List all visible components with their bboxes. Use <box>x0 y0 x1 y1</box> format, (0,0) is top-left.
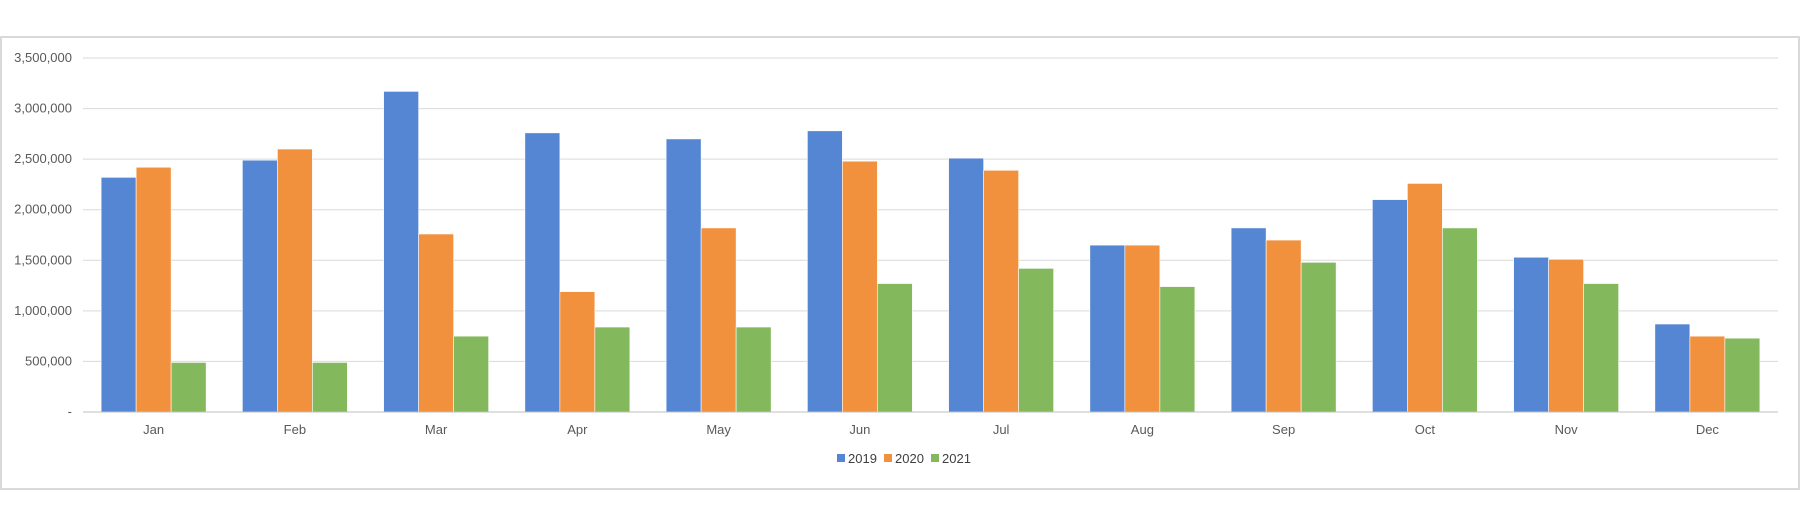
legend-swatch-2021 <box>931 454 939 462</box>
bar-2020-mar <box>418 233 454 413</box>
bar-2020-jan <box>135 166 172 413</box>
y-tick-label: 2,500,000 <box>14 151 72 166</box>
bar-2019-nov <box>1513 256 1549 413</box>
gridlines <box>83 57 1778 362</box>
legend-label-2020: 2020 <box>895 451 924 466</box>
x-tick-label: Feb <box>284 422 306 437</box>
bar-2020-oct <box>1407 183 1443 413</box>
y-tick-label: 500,000 <box>25 353 72 368</box>
legend-label-2021: 2021 <box>942 451 971 466</box>
bar-2019-jul <box>948 157 984 413</box>
legend-swatch-2019 <box>837 454 845 462</box>
bar-2021-nov <box>1583 283 1619 413</box>
bar-2021-feb <box>312 362 348 413</box>
bar-2019-dec <box>1654 323 1691 413</box>
bar-2019-aug <box>1089 244 1126 413</box>
y-tick-label: 3,500,000 <box>14 50 72 65</box>
bar-2021-mar <box>453 335 489 413</box>
x-axis: Jan Feb Mar Apr May Jun Jul Aug Sep Oct Nov Dec <box>83 411 1778 437</box>
x-tick-label: Nov <box>1555 422 1579 437</box>
bars <box>100 91 1761 413</box>
bar-2020-dec <box>1689 335 1726 413</box>
y-tick-label: - <box>68 404 72 419</box>
x-tick-label: Apr <box>567 422 588 437</box>
bar-2021-jul <box>1018 268 1054 413</box>
bar-2019-sep <box>1230 227 1267 413</box>
bar-2020-may <box>700 227 737 413</box>
x-tick-label: Oct <box>1415 422 1436 437</box>
bar-2020-aug <box>1124 244 1161 413</box>
bar-2021-jun <box>877 283 913 413</box>
x-tick-label: Jan <box>143 422 164 437</box>
bar-2020-jun <box>842 160 878 413</box>
bar-2020-nov <box>1548 258 1584 413</box>
x-tick-label: Jul <box>993 422 1010 437</box>
bar-2019-oct <box>1372 199 1408 413</box>
legend: 2019 2020 2021 <box>837 451 971 466</box>
x-tick-label: Sep <box>1272 422 1295 437</box>
bar-2019-feb <box>242 159 278 413</box>
x-tick-label: Jun <box>849 422 870 437</box>
bar-2020-feb <box>277 148 313 413</box>
y-tick-label: 2,000,000 <box>14 202 72 217</box>
x-tick-label: Aug <box>1131 422 1154 437</box>
bar-2020-jul <box>983 169 1019 413</box>
bar-2019-apr <box>524 132 561 413</box>
y-axis: - 500,000 1,000,000 1,500,000 2,000,000 2,500… <box>14 50 72 419</box>
y-tick-label: 3,000,000 <box>14 101 72 116</box>
bar-2021-sep <box>1300 262 1337 413</box>
bar-2019-may <box>665 138 702 413</box>
bar-2019-jan <box>100 177 137 413</box>
x-tick-label: May <box>706 422 731 437</box>
bar-2021-may <box>735 326 772 413</box>
bar-2020-sep <box>1265 239 1302 413</box>
bar-2019-jun <box>807 130 843 413</box>
legend-swatch-2020 <box>884 454 892 462</box>
bar-2021-aug <box>1159 286 1196 413</box>
legend-label-2019: 2019 <box>848 451 877 466</box>
bar-2019-mar <box>383 91 419 413</box>
y-tick-label: 1,500,000 <box>14 252 72 267</box>
x-tick-label: Mar <box>425 422 448 437</box>
y-tick-label: 1,000,000 <box>14 303 72 318</box>
x-tick-label: Dec <box>1696 422 1720 437</box>
bar-2021-dec <box>1724 337 1761 413</box>
bar-2021-apr <box>594 326 631 413</box>
bar-2020-apr <box>559 291 596 413</box>
bar-2021-oct <box>1442 227 1478 413</box>
bar-2021-jan <box>170 362 207 413</box>
